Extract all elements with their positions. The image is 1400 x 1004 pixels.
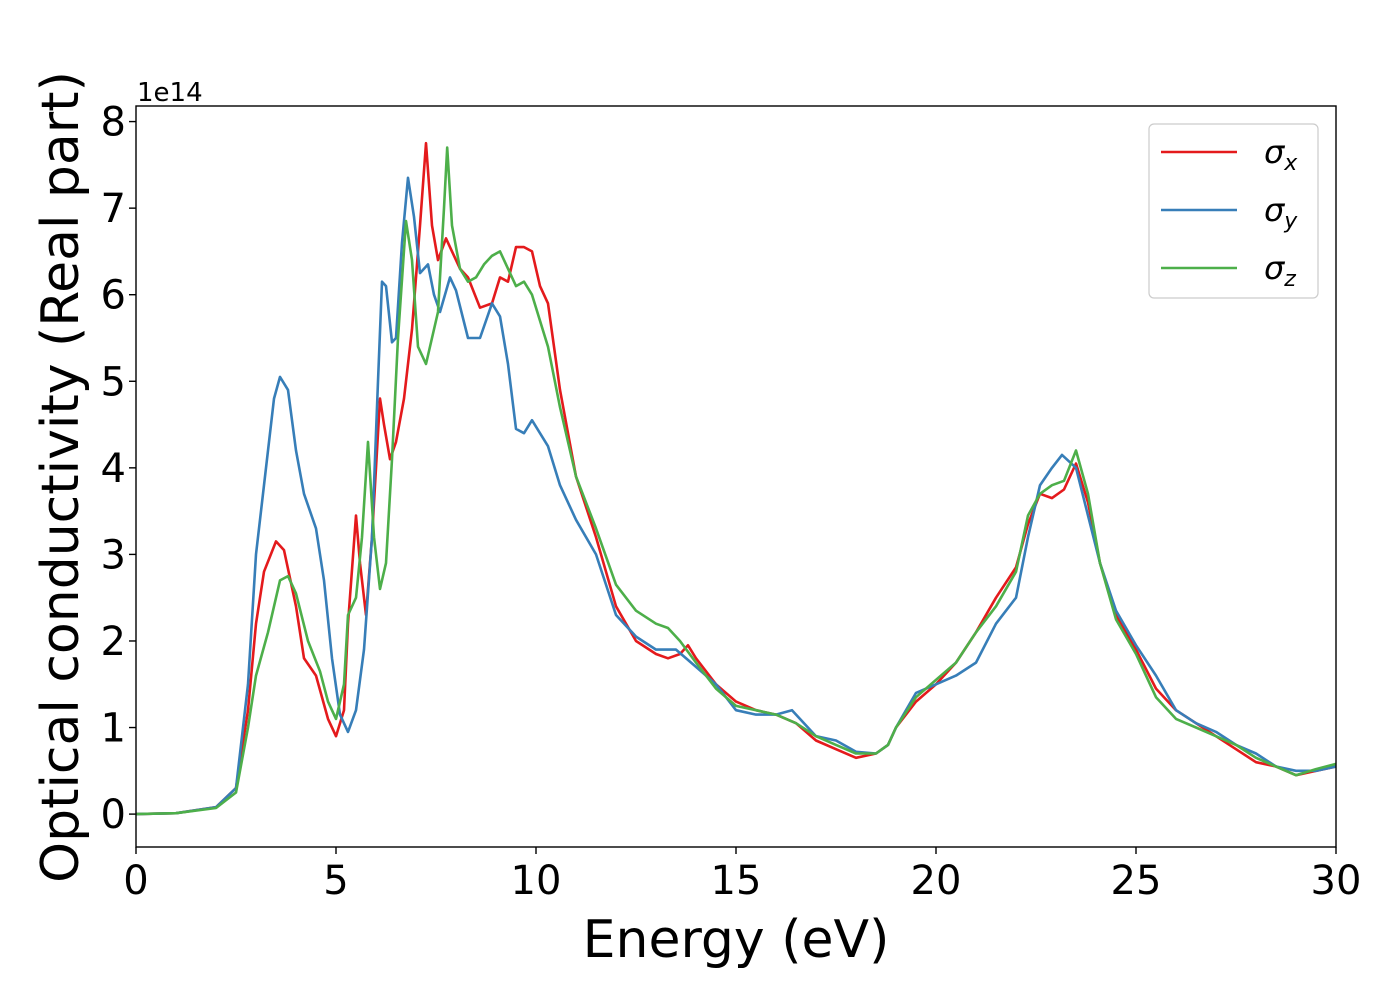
y-tick-label: 8 <box>101 100 126 146</box>
y-tick-label: 4 <box>101 446 126 492</box>
x-axis-ticks: 0 5 10 15 20 25 30 <box>123 847 1361 904</box>
x-tick-label: 5 <box>323 858 348 904</box>
y-axis-label: Optical conductivity (Real part) <box>31 71 91 883</box>
x-axis-label: Energy (eV) <box>583 910 890 970</box>
x-tick-label: 25 <box>1111 858 1162 904</box>
y-tick-label: 0 <box>101 792 126 838</box>
y-tick-label: 6 <box>101 273 126 319</box>
y-tick-label: 5 <box>101 359 126 405</box>
y-tick-label: 2 <box>101 619 126 665</box>
y-axis-ticks: 0 1 2 3 4 5 6 7 8 <box>101 100 136 838</box>
x-tick-label: 30 <box>1311 858 1362 904</box>
y-tick-label: 7 <box>101 186 126 232</box>
series-lines <box>136 141 1336 816</box>
x-tick-label: 10 <box>511 858 562 904</box>
y-tick-label: 1 <box>101 706 126 752</box>
series-line-sigma-y <box>136 176 1336 816</box>
series-line-sigma-z <box>136 146 1336 816</box>
x-tick-label: 15 <box>711 858 762 904</box>
y-axis-offset-label: 1e14 <box>137 78 203 108</box>
x-tick-label: 0 <box>123 858 148 904</box>
y-tick-label: 3 <box>101 532 126 578</box>
x-tick-label: 20 <box>911 858 962 904</box>
